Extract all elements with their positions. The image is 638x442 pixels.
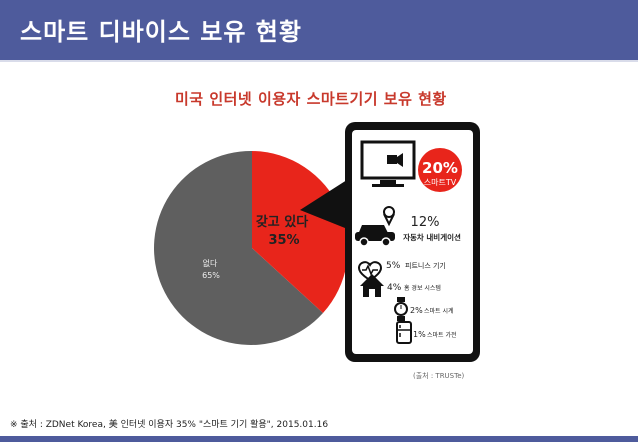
page-title: 스마트 디바이스 보유 현황 [20,18,302,46]
title-bar: 스마트 디바이스 보유 현황 [0,0,638,60]
home-icon [360,274,384,297]
figure-source: (출처 : TRUSTe) [413,372,465,380]
pie-slice-yes [252,151,349,313]
home-alarm-percent: 4% [387,283,402,293]
smarttv-label: 스마트TV [424,178,457,187]
appliance-percent: 1% [413,330,426,339]
car-nav-percent: 12% [411,215,440,230]
home-alarm-label: 홈 경보 시스템 [404,284,441,292]
pie-label-yes: 갖고 있다 [256,214,308,230]
callout-pointer [300,178,350,230]
figure-title: 미국 인터넷 이용자 스마트기기 보유 현황 [175,90,447,108]
smarttv-percent: 20% [422,159,458,177]
smarttv-badge [418,148,462,192]
fridge-icon [396,321,412,344]
fitness-percent: 5% [386,261,401,271]
pie-percent-yes: 35% [268,233,299,248]
watch-icon [394,297,408,321]
car-nav-label: 자동차 내비게이션 [403,232,461,242]
pie-label-no: 없다 [203,259,218,268]
footnote: ※ 출처 : ZDNet Korea, 美 인터넷 이용자 35% "스마트 기… [10,420,329,430]
pie-slice-no [154,150,323,345]
watch-label: 스마트 시계 [424,307,454,315]
bottom-bar [0,436,638,442]
watch-percent: 2% [410,306,423,315]
appliance-label: 스마트 가전 [427,331,457,339]
tv-icon [360,140,416,187]
car-icon [355,206,395,247]
pie-percent-no: 65% [202,271,220,280]
header-divider [0,60,638,62]
fitness-label: 피트니스 기기 [405,261,446,270]
